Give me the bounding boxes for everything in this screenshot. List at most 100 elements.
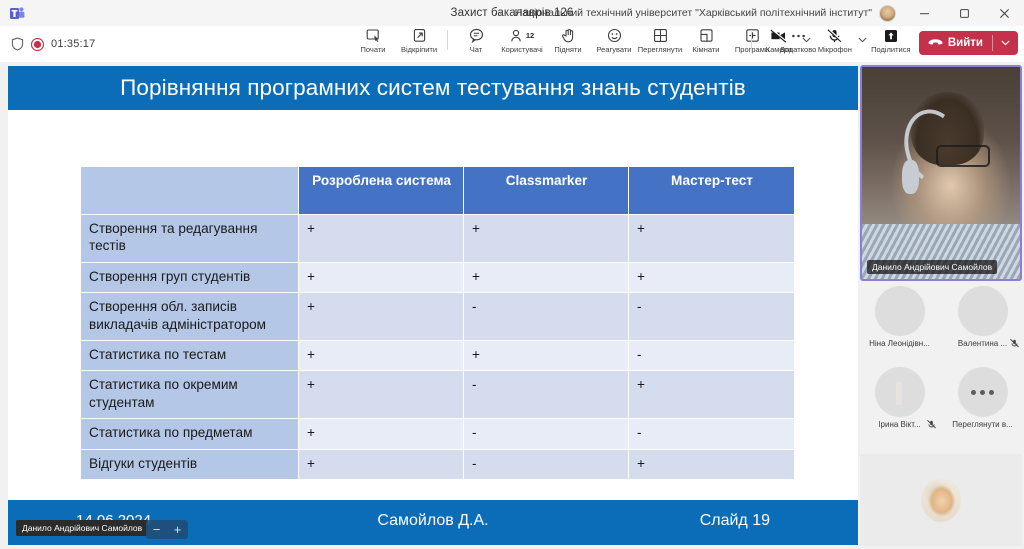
table-value-cell: +: [463, 261, 629, 294]
toolbar-item-react[interactable]: Реагувати: [591, 26, 637, 62]
toolbar-divider: [447, 30, 448, 50]
table-value-cell: -: [628, 339, 795, 372]
view-more-label: Переглянути в...: [952, 420, 1013, 429]
table-value-cell: -: [463, 448, 629, 480]
raise-hand-icon: [561, 28, 576, 43]
view-more-participants-tile[interactable]: Переглянути в...: [941, 365, 1024, 446]
recording-status: 01:35:17: [0, 37, 95, 51]
recording-indicator: [31, 37, 44, 51]
speaker-name-label: Данило Андрійович Самойлов: [867, 260, 998, 274]
table-header-cell: Мастер-тест: [628, 166, 795, 215]
toolbar-item-apps[interactable]: Програми: [729, 26, 775, 62]
minimize-icon[interactable]: [904, 0, 944, 26]
camera-toggle[interactable]: Камера: [757, 26, 801, 62]
participant-tile[interactable]: Валентина ...: [941, 284, 1024, 365]
toolbar-item-more[interactable]: Додатково: [775, 26, 821, 62]
table-value-cell: +: [298, 370, 464, 420]
table-row: Створення та редагування тестів + + +: [80, 214, 795, 263]
comparison-table: Розроблена система Classmarker Мастер-те…: [80, 166, 795, 480]
toolbar-item-raise-hand[interactable]: Підняти: [545, 26, 591, 62]
pop-out-icon: [412, 28, 427, 43]
table-value-cell: +: [298, 448, 464, 480]
more-ellipsis-icon: [790, 28, 807, 43]
organization-name: Національний технічний університет "Харк…: [514, 7, 872, 19]
table-value-cell: +: [628, 214, 795, 263]
zoom-out-button[interactable]: −: [152, 522, 161, 537]
toolbar-item-label: Відкріпити: [400, 45, 438, 54]
table-row: Створення груп студентів + + +: [80, 261, 795, 294]
zoom-in-button[interactable]: +: [173, 522, 182, 537]
present-start-icon: [366, 28, 381, 43]
participant-name: Ірина Вікт...: [878, 420, 921, 429]
restore-icon[interactable]: [944, 0, 984, 26]
toolbar-item-label: Додатково: [779, 45, 817, 54]
toolbar-item-view[interactable]: Переглянути: [637, 26, 683, 62]
microphone-chevron-down-icon[interactable]: [857, 26, 869, 62]
participant-video-tile[interactable]: [860, 454, 1022, 546]
participant-avatar-3: [874, 367, 925, 417]
mic-off-icon: [927, 420, 936, 429]
table-row: Відгуки студентів + - +: [80, 448, 795, 480]
presenter-name-overlay: Данило Андрійович Самойлов: [16, 520, 149, 536]
table-value-cell: -: [463, 418, 629, 450]
people-icon: 12: [510, 28, 534, 43]
camera-off-icon: [770, 28, 788, 43]
leave-chevron-down-icon[interactable]: [993, 40, 1018, 46]
participant-tile[interactable]: Ірина Вікт...: [858, 365, 941, 446]
table-value-cell: +: [298, 261, 464, 294]
table-value-cell: +: [628, 370, 795, 420]
share-screen-button[interactable]: Поділитися: [869, 26, 913, 62]
participant-avatar-2: [957, 286, 1008, 336]
breakout-rooms-icon: [699, 28, 714, 43]
shared-content-stage: Порівняння програмних систем тестування …: [0, 62, 858, 549]
table-row: Статистика по предметам + - -: [80, 418, 795, 450]
table-feature-cell: Створення та редагування тестів: [80, 214, 299, 263]
window-title-bar: Захист бакалаврів 126 ··· Національний т…: [0, 0, 1024, 26]
leave-button[interactable]: Вийти: [918, 31, 1018, 55]
toolbar-item-chat[interactable]: Чат: [453, 26, 499, 62]
table-value-cell: +: [298, 418, 464, 450]
toolbar-item-participants[interactable]: 12 Користувачі: [499, 26, 545, 62]
meeting-toolbar: 01:35:17 Почати Відкріпити Чат: [0, 26, 1024, 62]
active-speaker-tile[interactable]: Данило Андрійович Самойлов: [860, 65, 1022, 281]
mic-off-icon: [827, 28, 843, 43]
table-value-cell: -: [628, 418, 795, 450]
table-feature-cell: Статистика по тестам: [80, 339, 299, 372]
table-header-cell: Classmarker: [463, 166, 629, 215]
close-icon[interactable]: [984, 0, 1024, 26]
table-feature-cell: Статистика по предметам: [80, 418, 299, 450]
slide-author: Самойлов Д.А.: [377, 512, 489, 529]
meeting-title: Захист бакалаврів 126: [450, 7, 574, 19]
toolbar-item-rooms[interactable]: Кімнати: [683, 26, 729, 62]
toolbar-item-label: Кімнати: [692, 45, 720, 54]
leave-label: Вийти: [947, 37, 983, 49]
table-feature-cell: Відгуки студентів: [80, 448, 299, 480]
shield-icon: [11, 37, 24, 51]
participant-face: [921, 478, 961, 522]
table-value-cell: +: [463, 339, 629, 372]
table-feature-cell: Створення обл. записів викладачів адміні…: [80, 292, 299, 341]
toolbar-item-unpin[interactable]: Відкріпити: [396, 26, 442, 62]
participant-name: Валентина ...: [957, 339, 1008, 348]
toolbar-item-start[interactable]: Почати: [350, 26, 396, 62]
dot: [971, 389, 976, 395]
title-overflow-icon[interactable]: ···: [493, 6, 509, 20]
view-grid-icon: [653, 28, 668, 43]
table-value-cell: -: [628, 292, 795, 341]
table-header-cell: Розроблена система: [298, 166, 464, 215]
hang-up-icon: [919, 38, 948, 48]
table-value-cell: +: [628, 261, 795, 294]
reactions-icon: [607, 28, 622, 43]
more-participants-icon: [957, 367, 1008, 417]
share-label: Поділитися: [871, 45, 911, 54]
microphone-toggle[interactable]: Мікрофон: [813, 26, 857, 62]
table-row: Створення обл. записів викладачів адміні…: [80, 292, 795, 341]
presentation-slide[interactable]: Порівняння програмних систем тестування …: [8, 66, 858, 545]
participant-avatar-1: [874, 286, 925, 336]
toolbar-divider: [750, 30, 752, 50]
avatar[interactable]: [879, 4, 896, 22]
participant-tile[interactable]: Ніна Леонідівн...: [858, 284, 941, 365]
table-row: Статистика по тестам + + -: [80, 339, 795, 372]
camera-chevron-down-icon[interactable]: [801, 26, 813, 62]
